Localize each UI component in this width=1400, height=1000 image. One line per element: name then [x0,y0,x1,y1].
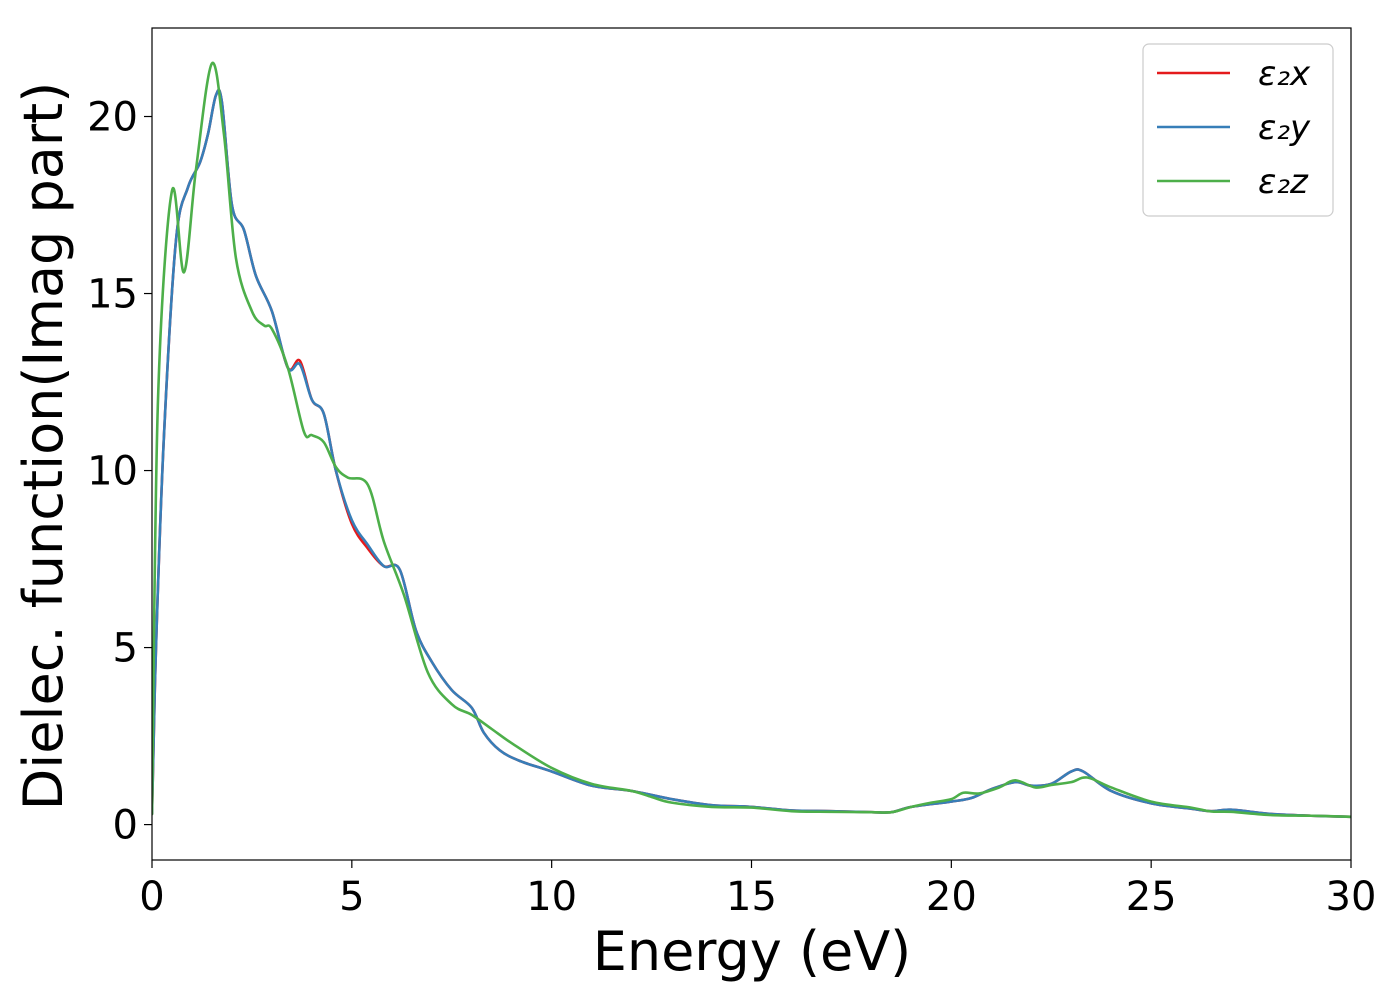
x-tick-label: 15 [726,874,777,920]
x-tick-label: 25 [1126,874,1177,920]
x-tick-label: 20 [926,874,977,920]
y-tick-label: 0 [113,803,138,849]
x-axis-label: Energy (eV) [593,920,912,983]
x-tick-label: 5 [339,874,364,920]
legend-entry-1: ε₂x [1258,54,1311,94]
y-tick-label: 5 [113,626,138,672]
plot-area [152,61,1351,819]
legend-entry-2: ε₂y [1258,108,1311,148]
series-layer [152,61,1351,819]
x-tick-label: 0 [139,874,164,920]
x-tick-label: 30 [1326,874,1377,920]
y-tick-label: 15 [87,272,138,318]
legend-entry-3: ε₂z [1258,162,1309,202]
y-tick-label: 10 [87,449,138,495]
x-tick-label: 10 [526,874,577,920]
axes-layer: 0 5 10 15 20 25 30 0 5 10 15 20 [87,27,1377,920]
series-line-3 [152,61,1351,819]
y-axis-label: Dielec. function(Imag part) [12,82,75,811]
legend-box [1142,43,1334,217]
legend: ε₂x ε₂y ε₂z [1142,43,1334,217]
y-tick-label: 20 [87,95,138,141]
